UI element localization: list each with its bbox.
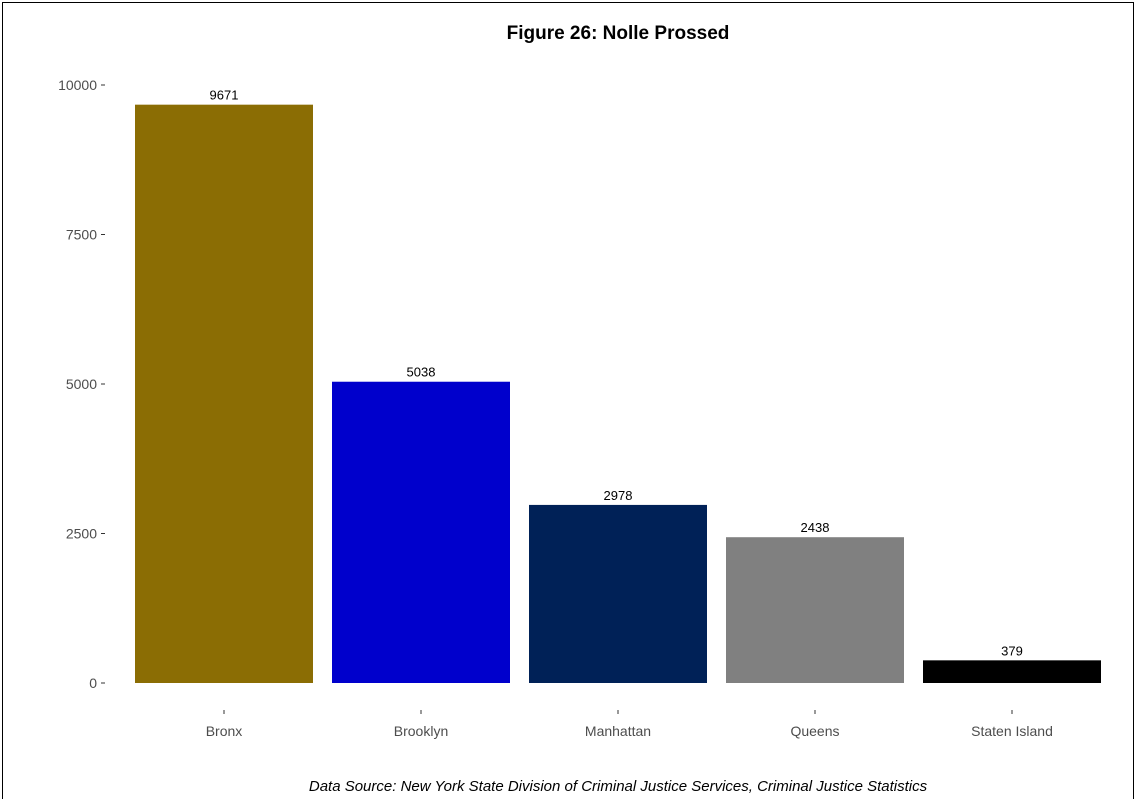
bar	[529, 504, 707, 683]
bar	[332, 381, 510, 683]
x-tick-label: Bronx	[206, 723, 243, 739]
x-tick-label: Queens	[790, 723, 839, 739]
x-axis: Bronx Brooklyn Manhattan Queens Staten Islan…	[206, 710, 1053, 739]
bar-value-label: 2978	[604, 488, 633, 503]
y-tick-label: 0	[89, 675, 97, 691]
bar-value-label: 379	[1001, 643, 1023, 658]
y-tick-label: 5000	[66, 376, 97, 392]
bar-value-label: 2438	[801, 520, 830, 535]
y-tick-label: 10000	[58, 77, 97, 93]
chart-title: Figure 26: Nolle Prossed	[507, 23, 730, 44]
bar	[923, 660, 1101, 683]
y-axis: 0 2500 5000 7500 10000	[58, 77, 105, 691]
y-tick-label: 2500	[66, 526, 97, 542]
bar	[135, 104, 313, 684]
y-tick-label: 7500	[66, 227, 97, 243]
bar-value-label: 5038	[407, 365, 436, 380]
x-tick-label: Manhattan	[585, 723, 651, 739]
x-tick-label: Staten Island	[971, 723, 1053, 739]
bar-value-label: 9671	[210, 88, 239, 103]
bar-value-labels: 9671 5038 2978 2438 379	[210, 88, 1023, 659]
x-tick-label: Brooklyn	[394, 723, 448, 739]
data-source-caption: Data Source: New York State Division of …	[309, 778, 928, 795]
bar	[726, 537, 904, 683]
bars	[135, 104, 1101, 684]
